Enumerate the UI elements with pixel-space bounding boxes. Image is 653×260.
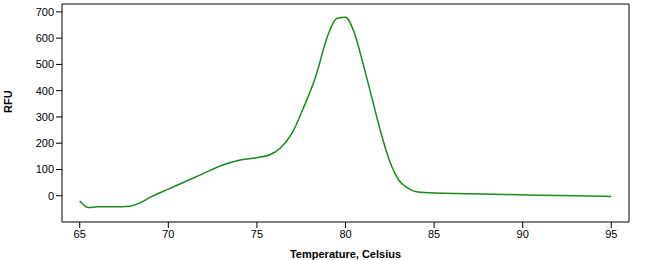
svg-text:75: 75 (251, 228, 263, 240)
svg-text:600: 600 (36, 32, 54, 44)
svg-text:Temperature, Celsius: Temperature, Celsius (290, 248, 401, 260)
svg-text:500: 500 (36, 58, 54, 70)
svg-text:400: 400 (36, 85, 54, 97)
svg-text:0: 0 (48, 190, 54, 202)
svg-text:90: 90 (517, 228, 529, 240)
svg-text:700: 700 (36, 6, 54, 18)
svg-text:RFU: RFU (8, 90, 14, 113)
svg-text:65: 65 (74, 228, 86, 240)
svg-text:100: 100 (36, 163, 54, 175)
svg-text:300: 300 (36, 111, 54, 123)
svg-text:80: 80 (339, 228, 351, 240)
svg-text:85: 85 (428, 228, 440, 240)
svg-text:70: 70 (162, 228, 174, 240)
svg-text:95: 95 (605, 228, 617, 240)
svg-text:200: 200 (36, 137, 54, 149)
